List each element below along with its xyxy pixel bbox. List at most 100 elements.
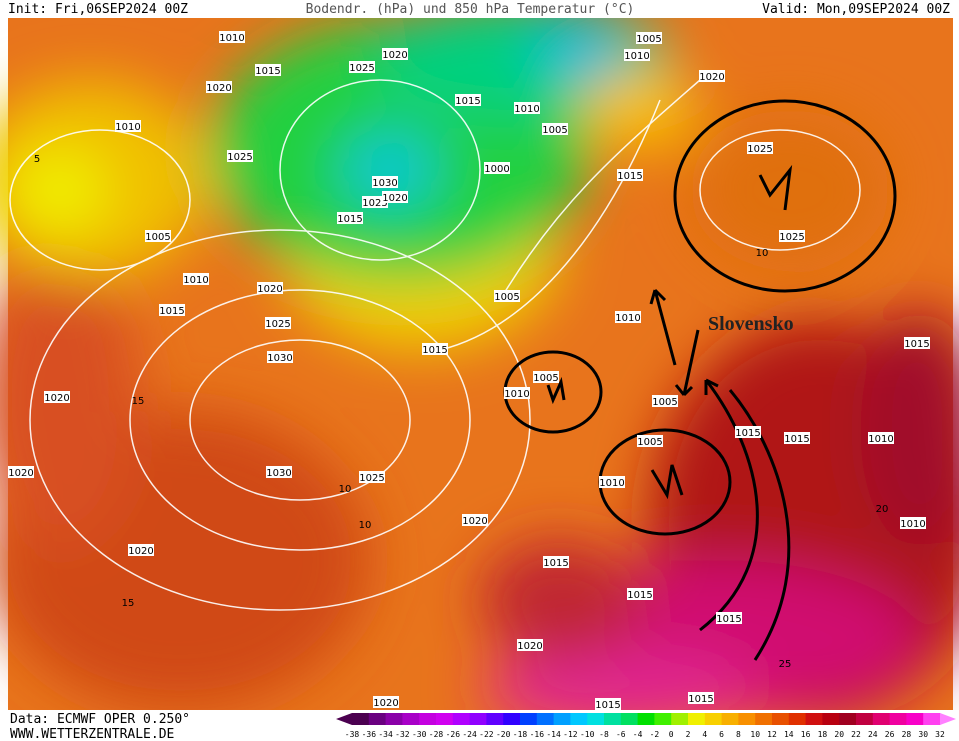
isobar-label-bg — [257, 282, 283, 294]
colorbar-swatch — [772, 713, 790, 725]
isobar-label: 1030 — [267, 353, 292, 364]
colorbar-swatch — [368, 713, 387, 725]
isobar-label-bg — [624, 49, 650, 61]
isobar-label-bg — [735, 426, 761, 438]
colorbar-tick-label: 12 — [767, 730, 777, 739]
colorbar-swatch — [906, 713, 924, 725]
isobar-label: 1020 — [128, 546, 153, 557]
isobar-label: 1020 — [382, 193, 407, 204]
isobar-label: 1025 — [265, 319, 290, 330]
contour-labels: 1010101510201020102510151005101010201010… — [8, 31, 930, 711]
isobar-label-bg — [542, 123, 568, 135]
isotherm-label: 15 — [122, 598, 135, 609]
isotherm-label: 5 — [34, 154, 40, 165]
isotherm-label: 20 — [876, 504, 889, 515]
annotation-label: Slovensko — [708, 313, 794, 335]
isobar-label: 1005 — [145, 232, 170, 243]
isobar-label: 1030 — [266, 468, 291, 479]
isobar-label-bg — [599, 476, 625, 488]
colorbar-tick-label: -12 — [563, 730, 578, 739]
colorbar-swatch — [419, 713, 437, 725]
isobar-label: 1015 — [543, 558, 568, 569]
isobar-label-bg — [128, 544, 154, 556]
colorbar-swatch — [436, 713, 454, 725]
isobar-label: 1010 — [868, 434, 893, 445]
isobar-label: 1010 — [615, 313, 640, 324]
isobar-label: 1020 — [517, 641, 542, 652]
isobar-label: 1025 — [349, 63, 374, 74]
isobar-label-bg — [484, 162, 510, 174]
colorbar-tick-label: -38 — [345, 730, 360, 739]
isobar-label: 1010 — [514, 104, 539, 115]
colorbar-swatch — [839, 713, 857, 725]
isobar-label-bg — [517, 639, 543, 651]
isobar-label: 1025 — [779, 232, 804, 243]
isobar-label: 1010 — [624, 51, 649, 62]
colorbar-tick-label: 24 — [868, 730, 878, 739]
isobar-label: 1005 — [637, 437, 662, 448]
colorbar-arrow-left — [336, 713, 352, 725]
colorbar-tick-label: -28 — [429, 730, 444, 739]
isobar-label-bg — [617, 169, 643, 181]
isobar-label: 1030 — [372, 178, 397, 189]
isotherm-label: 10 — [359, 520, 372, 531]
colorbar-tick-label: 20 — [834, 730, 844, 739]
colorbar-swatch — [402, 713, 420, 725]
colorbar-swatch — [604, 713, 622, 725]
colorbar-tick-label: 8 — [736, 730, 741, 739]
colorbar-tick-label: 0 — [669, 730, 674, 739]
isotherm-label: 25 — [779, 659, 792, 670]
colorbar-tick-label: -26 — [446, 730, 461, 739]
colorbar-swatch — [536, 713, 555, 725]
isobar-label-bg — [904, 337, 930, 349]
isobar-label-bg — [359, 471, 385, 483]
isobar-label: 1005 — [542, 125, 567, 136]
colorbar-tick-label: -8 — [599, 730, 609, 739]
isobar-label-bg — [382, 191, 408, 203]
isobar-label: 1015 — [627, 590, 652, 601]
isobar-label: 1010 — [599, 478, 624, 489]
isobar-label: 1015 — [422, 345, 447, 356]
isobar-label-bg — [183, 273, 209, 285]
colorbar-tick-label: -34 — [378, 730, 393, 739]
isobar-label: 1015 — [735, 428, 760, 439]
isobar-label-bg — [716, 612, 742, 624]
isobar-label-bg — [373, 696, 399, 708]
colorbar-swatch — [688, 713, 706, 725]
isobar-label-bg — [688, 692, 714, 704]
isobar-label-bg — [372, 176, 398, 188]
map-title: Bodendr. (hPa) und 850 hPa Temperatur (°… — [306, 2, 635, 17]
isobar-label-bg — [159, 304, 185, 316]
colorbar-swatch — [486, 713, 504, 725]
isobar-label-bg — [779, 230, 805, 242]
colorbar-tick-label: 6 — [719, 730, 724, 739]
isobar-label: 1015 — [784, 434, 809, 445]
isobar-label: 1015 — [337, 214, 362, 225]
isobar-label-bg — [747, 142, 773, 154]
isobar-label: 1020 — [206, 83, 231, 94]
colorbar-tick-label: -6 — [616, 730, 626, 739]
colorbar-swatch — [469, 713, 487, 725]
colorbar-tick-label: 26 — [885, 730, 895, 739]
isobar-label: 1010 — [900, 519, 925, 530]
colorbar-tick-label: 28 — [902, 730, 912, 739]
isobar-label-bg — [504, 387, 530, 399]
colorbar-tick-label: -2 — [650, 730, 660, 739]
colorbar-tick-label: 2 — [686, 730, 691, 739]
isobar-label-bg — [382, 48, 408, 60]
isobar-label: 1010 — [115, 122, 140, 133]
colorbar-tick-label: -18 — [513, 730, 528, 739]
colorbar-tick-label: -16 — [530, 730, 545, 739]
isobar-label: 1005 — [533, 373, 558, 384]
isobar-label: 1015 — [688, 694, 713, 705]
isobar-label-bg — [637, 435, 663, 447]
isobar-label-bg — [533, 371, 559, 383]
isobar-label: 1015 — [159, 306, 184, 317]
isobar-label-bg — [266, 466, 292, 478]
colorbar-swatch — [805, 713, 823, 725]
isobar-label-bg — [462, 514, 488, 526]
colorbar-tick-label: 16 — [801, 730, 811, 739]
colorbar-swatch — [822, 713, 840, 725]
colorbar-swatch — [570, 713, 588, 725]
